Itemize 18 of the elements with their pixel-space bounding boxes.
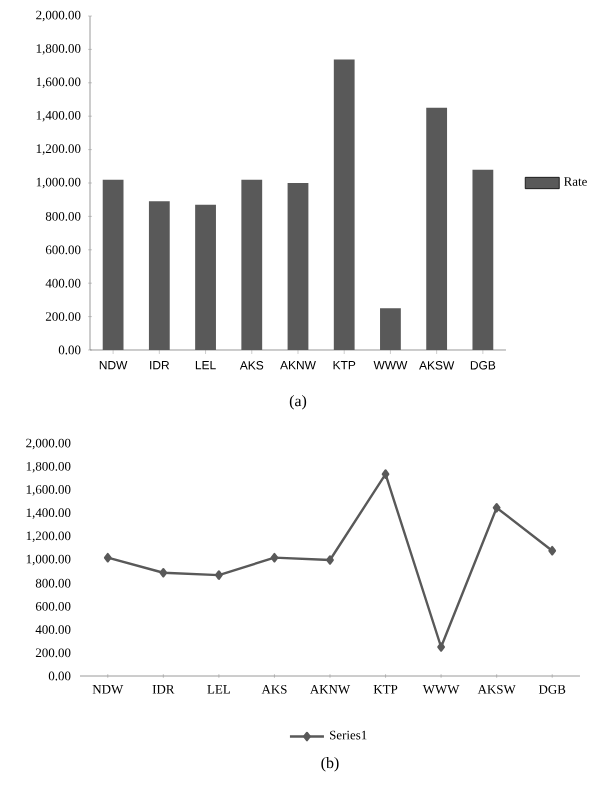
bar: [148, 201, 170, 350]
point: [437, 642, 445, 652]
bar: [333, 59, 355, 350]
bar: [287, 183, 309, 350]
point: [215, 570, 223, 580]
bar: [195, 204, 216, 350]
point: [270, 552, 279, 563]
point: [326, 555, 334, 565]
point: [381, 469, 390, 479]
bar: [426, 107, 448, 350]
point: [103, 552, 112, 563]
bar: [102, 179, 124, 350]
bar: [241, 179, 263, 350]
point: [548, 545, 557, 556]
bar: [472, 169, 494, 350]
point: [492, 503, 501, 513]
bar: [380, 308, 401, 350]
point: [159, 567, 168, 578]
